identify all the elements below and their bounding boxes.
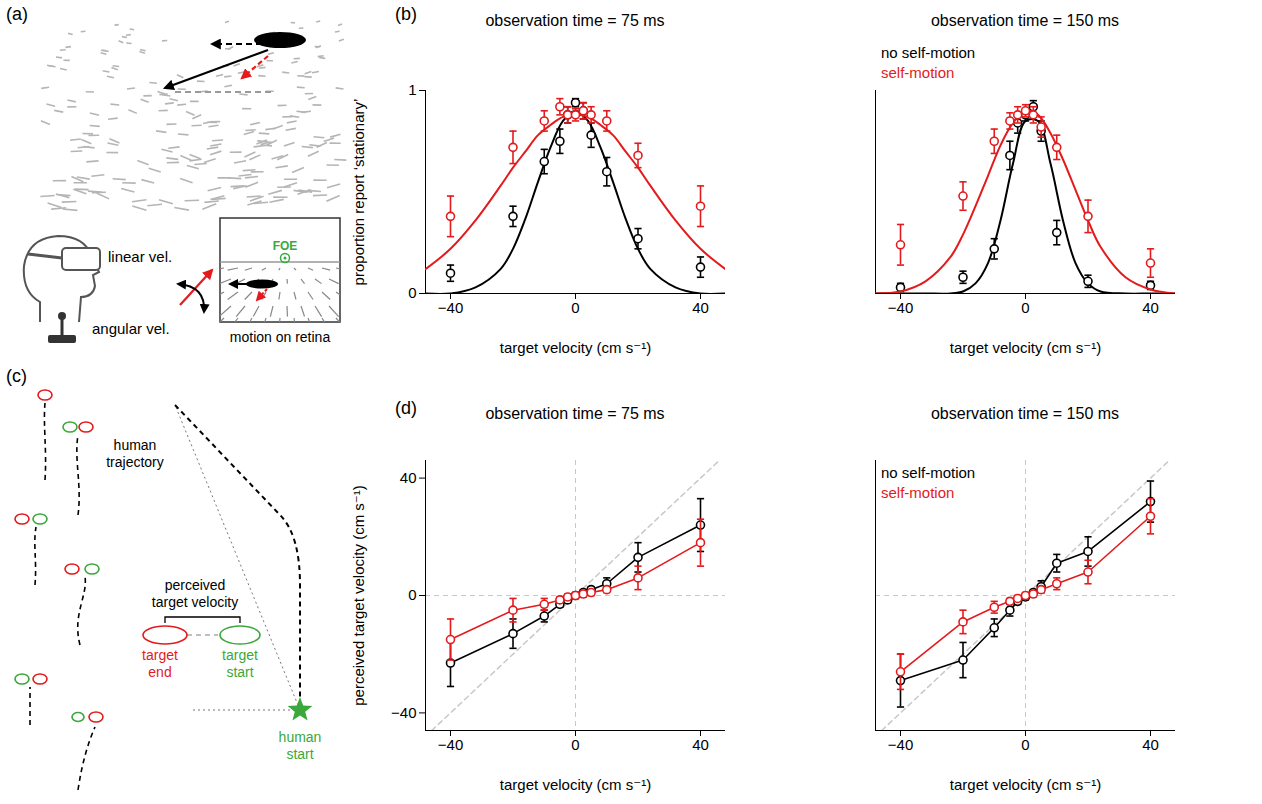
svg-text:angular vel.: angular vel. [92, 320, 170, 337]
svg-text:start: start [226, 664, 253, 680]
html-text:(d): (d) [395, 398, 417, 418]
svg-text:linear vel.: linear vel. [108, 248, 172, 265]
html-text:observation time = 75 ms: observation time = 75 ms [485, 12, 665, 29]
svg-text:40: 40 [692, 736, 709, 753]
svg-text:human: human [114, 437, 157, 453]
svg-text:end: end [148, 664, 171, 680]
svg-text:0: 0 [408, 284, 416, 301]
svg-text:target velocity (cm s⁻¹): target velocity (cm s⁻¹) [950, 339, 1101, 356]
svg-text:40: 40 [1142, 736, 1159, 753]
svg-text:proportion report ‘stationary’: proportion report ‘stationary’ [350, 99, 367, 286]
svg-text:target velocity (cm s⁻¹): target velocity (cm s⁻¹) [950, 776, 1101, 793]
svg-text:target: target [222, 647, 258, 663]
svg-text:0: 0 [408, 586, 416, 603]
html-text:(c): (c) [6, 366, 27, 386]
svg-text:−40: −40 [438, 736, 463, 753]
svg-text:−40: −40 [391, 704, 416, 721]
svg-text:−40: −40 [888, 299, 913, 316]
svg-text:−40: −40 [438, 299, 463, 316]
svg-text:start: start [286, 746, 313, 762]
svg-text:0: 0 [571, 299, 579, 316]
svg-text:perceived: perceived [165, 577, 226, 593]
html-text:observation time = 150 ms: observation time = 150 ms [931, 12, 1119, 29]
svg-text:perceived target velocity (cm: perceived target velocity (cm s⁻¹) [350, 485, 367, 705]
svg-text:trajectory: trajectory [106, 454, 164, 470]
html-text:no self-motion: no self-motion [881, 464, 976, 481]
html-text:observation time = 75 ms: observation time = 75 ms [485, 405, 665, 422]
svg-text:target velocity (cm s⁻¹): target velocity (cm s⁻¹) [500, 776, 651, 793]
svg-text:−40: −40 [888, 736, 913, 753]
html-text:self-motion: self-motion [881, 64, 955, 81]
svg-text:0: 0 [1021, 299, 1029, 316]
svg-text:40: 40 [1142, 299, 1159, 316]
html-text:no self-motion: no self-motion [881, 44, 976, 61]
svg-text:FOE: FOE [273, 239, 298, 253]
svg-text:target velocity (cm s⁻¹): target velocity (cm s⁻¹) [500, 339, 651, 356]
svg-text:1: 1 [408, 81, 416, 98]
html-text:(b): (b) [395, 4, 417, 24]
svg-text:human: human [279, 729, 322, 745]
svg-text:target: target [142, 647, 178, 663]
html-text:observation time = 150 ms: observation time = 150 ms [931, 405, 1119, 422]
svg-text:motion on retina: motion on retina [230, 329, 331, 345]
svg-text:0: 0 [571, 736, 579, 753]
svg-text:target velocity: target velocity [152, 594, 238, 610]
html-text:(a): (a) [6, 4, 28, 24]
svg-text:0: 0 [1021, 736, 1029, 753]
svg-text:40: 40 [692, 299, 709, 316]
html-text:self-motion: self-motion [881, 484, 955, 501]
svg-text:40: 40 [400, 469, 417, 486]
